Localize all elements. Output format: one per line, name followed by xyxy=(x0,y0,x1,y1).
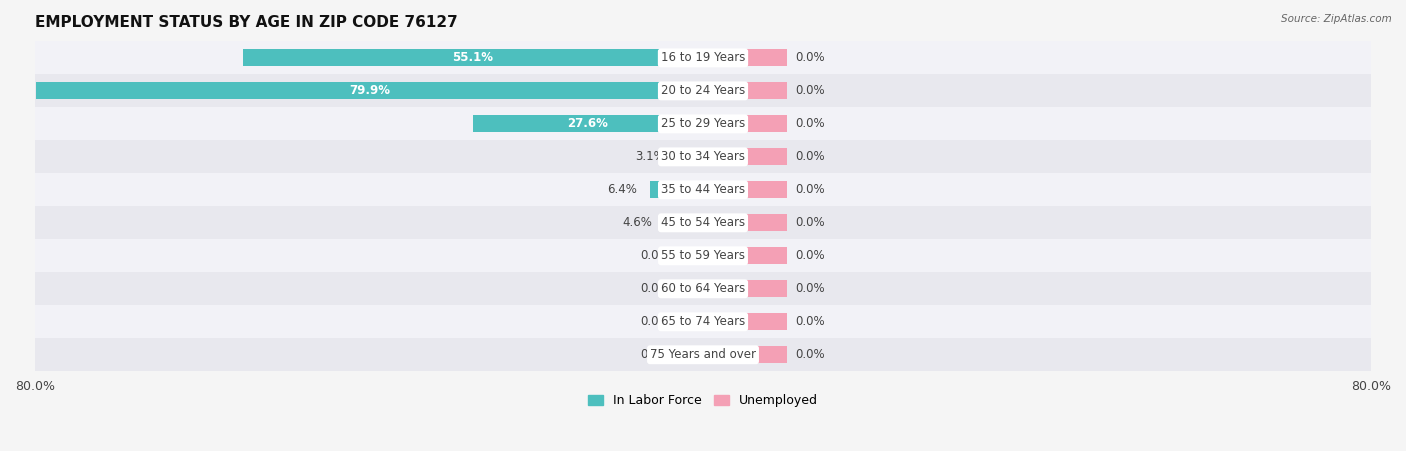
Bar xyxy=(703,214,786,231)
Text: 0.0%: 0.0% xyxy=(794,348,824,361)
Text: 27.6%: 27.6% xyxy=(568,117,609,130)
Text: 0.0%: 0.0% xyxy=(640,348,669,361)
Text: 4.6%: 4.6% xyxy=(623,216,652,229)
Text: 65 to 74 Years: 65 to 74 Years xyxy=(661,315,745,328)
Bar xyxy=(35,83,703,100)
Text: 0.0%: 0.0% xyxy=(794,249,824,262)
Text: 60 to 64 Years: 60 to 64 Years xyxy=(661,282,745,295)
Bar xyxy=(35,338,1371,371)
Bar xyxy=(35,173,1371,207)
Bar xyxy=(678,148,703,166)
Bar xyxy=(35,305,1371,338)
Bar xyxy=(678,247,703,264)
Bar xyxy=(703,83,786,100)
Bar xyxy=(703,115,786,133)
Text: 0.0%: 0.0% xyxy=(640,315,669,328)
Bar xyxy=(665,214,703,231)
Text: 20 to 24 Years: 20 to 24 Years xyxy=(661,84,745,97)
Bar xyxy=(35,272,1371,305)
Text: 79.9%: 79.9% xyxy=(349,84,389,97)
Text: 0.0%: 0.0% xyxy=(794,150,824,163)
Bar xyxy=(703,247,786,264)
Bar xyxy=(678,346,703,364)
Text: 0.0%: 0.0% xyxy=(794,117,824,130)
Text: 75 Years and over: 75 Years and over xyxy=(650,348,756,361)
Text: EMPLOYMENT STATUS BY AGE IN ZIP CODE 76127: EMPLOYMENT STATUS BY AGE IN ZIP CODE 761… xyxy=(35,15,458,30)
Text: 30 to 34 Years: 30 to 34 Years xyxy=(661,150,745,163)
Bar xyxy=(35,239,1371,272)
Bar xyxy=(678,280,703,297)
Bar xyxy=(703,280,786,297)
Text: 0.0%: 0.0% xyxy=(794,184,824,196)
Text: 0.0%: 0.0% xyxy=(794,282,824,295)
Bar xyxy=(703,148,786,166)
Bar xyxy=(35,41,1371,74)
Bar xyxy=(243,49,703,66)
Bar xyxy=(35,140,1371,173)
Legend: In Labor Force, Unemployed: In Labor Force, Unemployed xyxy=(583,389,823,412)
Text: 16 to 19 Years: 16 to 19 Years xyxy=(661,51,745,64)
Bar xyxy=(35,74,1371,107)
Text: 0.0%: 0.0% xyxy=(794,51,824,64)
Bar xyxy=(703,346,786,364)
Text: 0.0%: 0.0% xyxy=(794,84,824,97)
Bar xyxy=(472,115,703,133)
Text: 0.0%: 0.0% xyxy=(794,216,824,229)
Bar xyxy=(703,313,786,330)
Text: 45 to 54 Years: 45 to 54 Years xyxy=(661,216,745,229)
Text: Source: ZipAtlas.com: Source: ZipAtlas.com xyxy=(1281,14,1392,23)
Bar xyxy=(703,49,786,66)
Bar xyxy=(678,313,703,330)
Text: 35 to 44 Years: 35 to 44 Years xyxy=(661,184,745,196)
Bar xyxy=(703,181,786,198)
Text: 0.0%: 0.0% xyxy=(640,282,669,295)
Text: 3.1%: 3.1% xyxy=(636,150,665,163)
Bar xyxy=(35,207,1371,239)
Text: 0.0%: 0.0% xyxy=(640,249,669,262)
Text: 55 to 59 Years: 55 to 59 Years xyxy=(661,249,745,262)
Text: 55.1%: 55.1% xyxy=(453,51,494,64)
Bar xyxy=(35,107,1371,140)
Text: 25 to 29 Years: 25 to 29 Years xyxy=(661,117,745,130)
Text: 6.4%: 6.4% xyxy=(607,184,637,196)
Text: 0.0%: 0.0% xyxy=(794,315,824,328)
Bar xyxy=(650,181,703,198)
